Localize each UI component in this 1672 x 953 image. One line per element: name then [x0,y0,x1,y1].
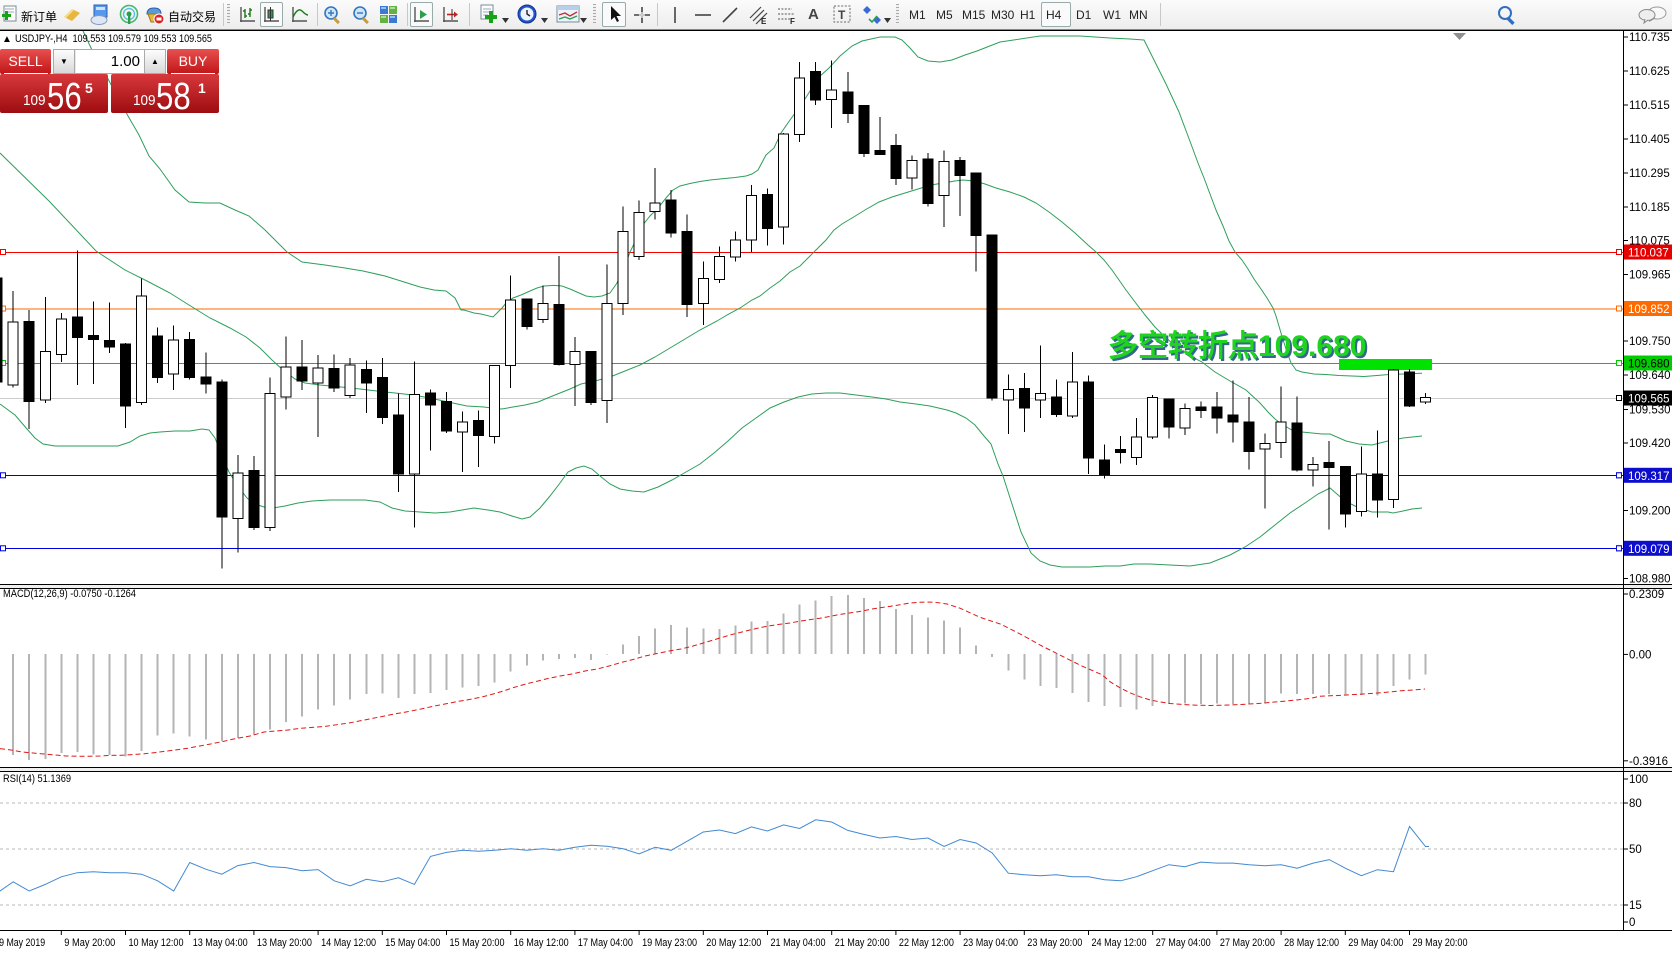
svg-text:110.735: 110.735 [1629,32,1670,44]
svg-text:110.625: 110.625 [1629,66,1670,78]
svg-text:109.317: 109.317 [1628,471,1670,483]
svg-text:27 May 20:00: 27 May 20:00 [1220,937,1275,949]
svg-text:109.750: 109.750 [1629,336,1671,348]
svg-text:109.530: 109.530 [1629,405,1671,417]
svg-text:23 May 04:00: 23 May 04:00 [963,937,1018,949]
svg-text:110.185: 110.185 [1629,202,1670,214]
svg-text:22 May 12:00: 22 May 12:00 [899,937,954,949]
svg-text:10 May 12:00: 10 May 12:00 [129,937,184,949]
svg-text:15 May 20:00: 15 May 20:00 [450,937,505,949]
svg-text:16 May 12:00: 16 May 12:00 [514,937,569,949]
svg-text:▲: ▲ [2,34,12,45]
svg-text:15: 15 [1629,900,1642,912]
svg-text:29 May 04:00: 29 May 04:00 [1348,937,1403,949]
svg-text:110.405: 110.405 [1629,134,1670,146]
svg-text:23 May 20:00: 23 May 20:00 [1027,937,1082,949]
svg-text:27 May 04:00: 27 May 04:00 [1156,937,1211,949]
svg-text:15 May 04:00: 15 May 04:00 [385,937,440,949]
svg-text:RSI(14) 51.1369: RSI(14) 51.1369 [3,773,71,785]
svg-text:20 May 12:00: 20 May 12:00 [706,937,761,949]
svg-text:110.037: 110.037 [1628,248,1669,260]
svg-text:108.980: 108.980 [1629,574,1671,586]
svg-text:109.680: 109.680 [1628,359,1670,371]
svg-text:109.079: 109.079 [1628,544,1670,556]
svg-text:28 May 12:00: 28 May 12:00 [1284,937,1339,949]
svg-text:21 May 04:00: 21 May 04:00 [771,937,826,949]
svg-text:100: 100 [1629,774,1648,786]
svg-text:109.852: 109.852 [1628,304,1670,316]
svg-text:21 May 20:00: 21 May 20:00 [835,937,890,949]
svg-text:29 May 20:00: 29 May 20:00 [1413,937,1468,949]
svg-text:109.965: 109.965 [1629,270,1671,282]
svg-text:24 May 12:00: 24 May 12:00 [1092,937,1147,949]
svg-text:17 May 04:00: 17 May 04:00 [578,937,633,949]
svg-text:E: E [761,17,767,25]
svg-text:19 May 23:00: 19 May 23:00 [642,937,697,949]
svg-text:T: T [838,8,846,22]
svg-text:109.200: 109.200 [1629,506,1671,518]
svg-text:9 May 20:00: 9 May 20:00 [64,937,115,949]
svg-text:-0.3916: -0.3916 [1629,756,1668,768]
svg-text:USDJPY-,H4 109.553 109.579 10: USDJPY-,H4 109.553 109.579 109.553 109.5… [15,33,212,45]
svg-text:14 May 12:00: 14 May 12:00 [321,937,376,949]
svg-text:0.2309: 0.2309 [1629,589,1664,601]
svg-text:多空转折点109.680: 多空转折点109.680 [1108,330,1366,363]
svg-text:13 May 20:00: 13 May 20:00 [257,937,312,949]
svg-text:0.00: 0.00 [1629,649,1651,661]
svg-text:0: 0 [1629,917,1635,929]
svg-text:50: 50 [1629,844,1642,856]
svg-text:13 May 04:00: 13 May 04:00 [193,937,248,949]
svg-text:109.420: 109.420 [1629,438,1671,450]
svg-text:109.640: 109.640 [1629,370,1671,382]
svg-text:110.515: 110.515 [1629,100,1670,112]
svg-text:MACD(12,26,9) -0.0750 -0.1264: MACD(12,26,9) -0.0750 -0.1264 [3,588,136,600]
svg-text:9 May 2019: 9 May 2019 [0,937,45,949]
svg-text:110.295: 110.295 [1629,168,1670,180]
svg-text:F: F [790,17,795,25]
svg-text:109.565: 109.565 [1628,394,1670,406]
svg-text:80: 80 [1629,798,1642,810]
